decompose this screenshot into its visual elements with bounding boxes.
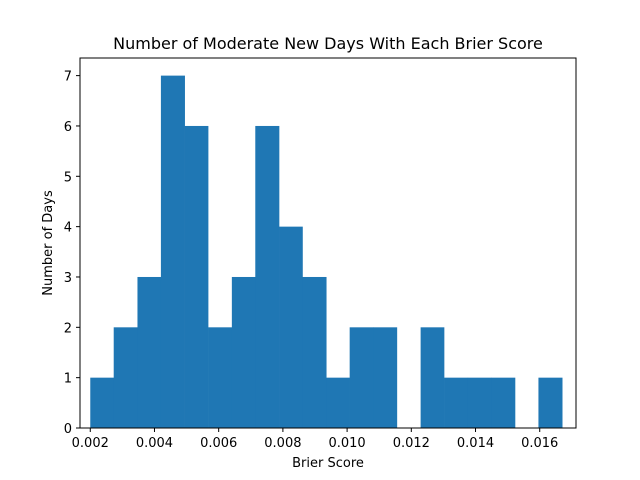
x-tick-label-1: 0.004: [136, 436, 173, 451]
y-tick-label-7: 7: [64, 70, 72, 85]
y-tick-label-2: 2: [64, 321, 72, 336]
y-tick-label-1: 1: [64, 372, 72, 387]
y-axis-ticks: 0 1 2 3 4 5 6 7: [64, 70, 80, 437]
y-tick-label-4: 4: [64, 221, 72, 236]
y-tick-label-3: 3: [64, 271, 72, 286]
y-tick-label-0: 0: [64, 422, 72, 437]
histogram-bar-4: [184, 125, 209, 429]
histogram-bar-1: [113, 327, 138, 428]
x-tick-label-0: 0.002: [72, 436, 109, 451]
x-tick-label-2: 0.006: [200, 436, 237, 451]
histogram-bar-3: [160, 75, 185, 428]
bars-group: [90, 75, 563, 429]
x-tick-label-7: 0.016: [521, 436, 558, 451]
y-tick-label-6: 6: [64, 120, 72, 135]
x-axis-label: Brier Score: [292, 456, 364, 471]
histogram-bar-0: [90, 377, 115, 428]
histogram-bar-17: [491, 377, 516, 428]
histogram-bar-6: [231, 276, 256, 428]
y-axis-label: Number of Days: [41, 190, 56, 296]
x-axis-ticks: 0.002 0.004 0.006 0.008 0.010 0.012 0.014 0.016: [72, 428, 558, 451]
y-tick-label-5: 5: [64, 170, 72, 185]
x-tick-label-4: 0.010: [328, 436, 365, 451]
x-tick-label-6: 0.014: [457, 436, 494, 451]
histogram-bar-12: [373, 327, 398, 428]
histogram-bar-10: [326, 377, 350, 428]
histogram-bar-7: [255, 125, 280, 429]
chart-title: Number of Moderate New Days With Each Br…: [113, 34, 543, 53]
x-tick-label-5: 0.012: [393, 436, 430, 451]
histogram-bar-2: [137, 276, 162, 428]
histogram-bar-15: [444, 377, 469, 428]
x-tick-label-3: 0.008: [264, 436, 301, 451]
histogram-bar-16: [467, 377, 492, 428]
histogram-bar-14: [420, 327, 445, 428]
histogram-bar-19: [538, 377, 563, 428]
histogram-bar-8: [279, 226, 303, 428]
histogram-bar-9: [302, 276, 327, 428]
plot-frame: [79, 57, 577, 429]
histogram-bar-5: [208, 327, 233, 428]
histogram-bar-11: [349, 327, 374, 428]
